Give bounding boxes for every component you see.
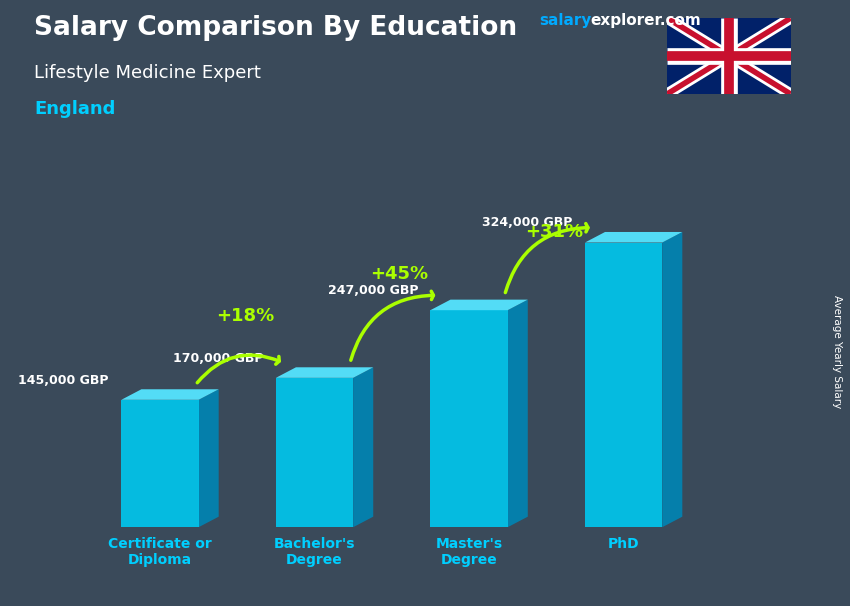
- Text: Salary Comparison By Education: Salary Comparison By Education: [34, 15, 517, 41]
- Text: salary: salary: [540, 13, 592, 28]
- Text: 324,000 GBP: 324,000 GBP: [482, 216, 573, 229]
- Polygon shape: [122, 389, 218, 400]
- Text: 145,000 GBP: 145,000 GBP: [19, 374, 109, 387]
- Polygon shape: [507, 299, 528, 527]
- Polygon shape: [585, 242, 662, 527]
- Text: 170,000 GBP: 170,000 GBP: [173, 351, 264, 365]
- Polygon shape: [199, 389, 218, 527]
- Polygon shape: [276, 367, 373, 378]
- Polygon shape: [430, 310, 507, 527]
- Text: 247,000 GBP: 247,000 GBP: [327, 284, 418, 297]
- Text: +31%: +31%: [525, 223, 583, 241]
- Text: +18%: +18%: [216, 307, 274, 325]
- Polygon shape: [662, 232, 683, 527]
- Text: explorer.com: explorer.com: [591, 13, 701, 28]
- Text: +45%: +45%: [371, 265, 428, 283]
- Polygon shape: [585, 232, 683, 242]
- Polygon shape: [122, 400, 199, 527]
- Polygon shape: [276, 378, 353, 527]
- Polygon shape: [353, 367, 373, 527]
- Text: Average Yearly Salary: Average Yearly Salary: [832, 295, 842, 408]
- Text: England: England: [34, 100, 116, 118]
- Text: Lifestyle Medicine Expert: Lifestyle Medicine Expert: [34, 64, 261, 82]
- Polygon shape: [430, 299, 528, 310]
